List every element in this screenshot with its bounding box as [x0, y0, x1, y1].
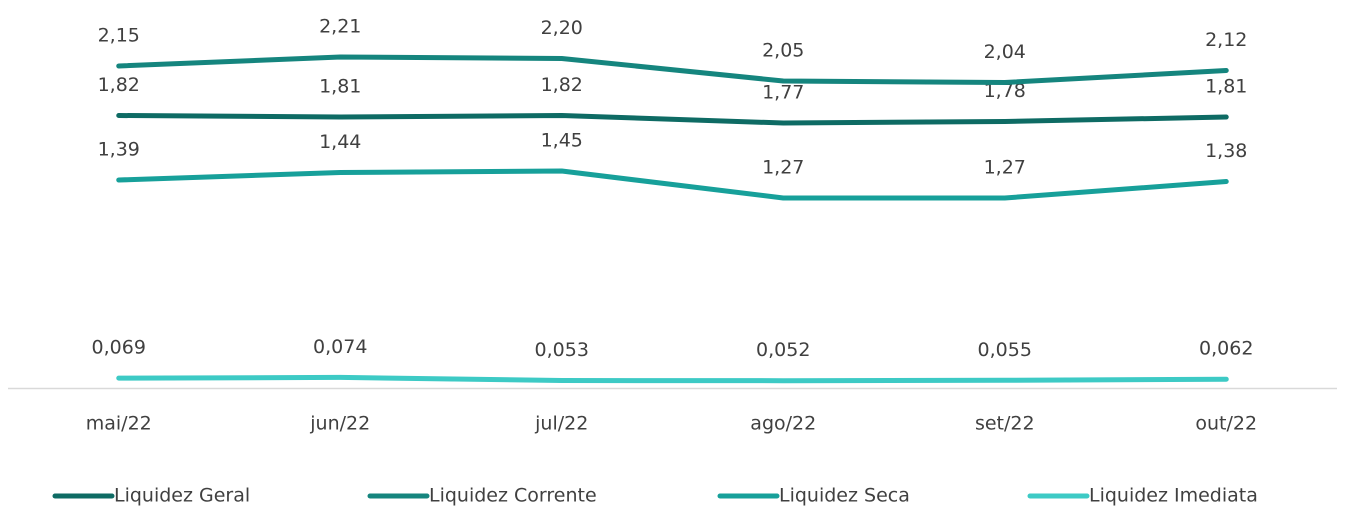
series-line	[116, 113, 1229, 126]
data-label: 0,053	[535, 339, 589, 361]
data-label: 2,15	[98, 25, 140, 47]
data-label: 1,82	[541, 74, 583, 96]
legend-label: Liquidez Geral	[114, 485, 250, 507]
data-label: 2,04	[984, 41, 1026, 63]
data-label: 0,069	[92, 337, 146, 359]
data-label: 1,38	[1205, 140, 1247, 162]
data-label: 2,20	[541, 17, 583, 39]
data-label: 1,39	[98, 139, 140, 161]
x-tick-label: jul/22	[534, 413, 588, 435]
series-line	[116, 168, 1229, 201]
x-tick-label: mai/22	[86, 413, 152, 435]
data-label: 2,05	[762, 40, 804, 62]
series-line	[116, 54, 1229, 85]
data-label: 1,45	[541, 130, 583, 152]
x-tick-label: out/22	[1195, 413, 1257, 435]
data-label: 1,81	[1205, 76, 1247, 98]
data-label: 2,21	[319, 16, 361, 38]
data-label: 0,052	[756, 339, 810, 361]
data-label: 0,074	[313, 336, 367, 358]
x-tick-label: ago/22	[750, 413, 816, 435]
data-label: 1,27	[762, 157, 804, 179]
data-label: 1,77	[762, 82, 804, 104]
legend-label: Liquidez Seca	[779, 485, 910, 507]
data-label: 1,82	[98, 74, 140, 96]
data-label: 1,78	[984, 80, 1026, 102]
x-tick-label: jun/22	[309, 413, 370, 435]
data-label: 1,27	[984, 157, 1026, 179]
data-label: 0,062	[1199, 338, 1253, 360]
data-label: 1,81	[319, 76, 361, 98]
legend-label: Liquidez Imediata	[1089, 485, 1258, 507]
x-tick-label: set/22	[975, 413, 1035, 435]
data-label: 2,12	[1205, 29, 1247, 51]
legend-label: Liquidez Corrente	[429, 485, 597, 507]
data-label: 0,055	[978, 339, 1032, 361]
data-label: 1,44	[319, 131, 361, 153]
series-line	[116, 374, 1229, 384]
